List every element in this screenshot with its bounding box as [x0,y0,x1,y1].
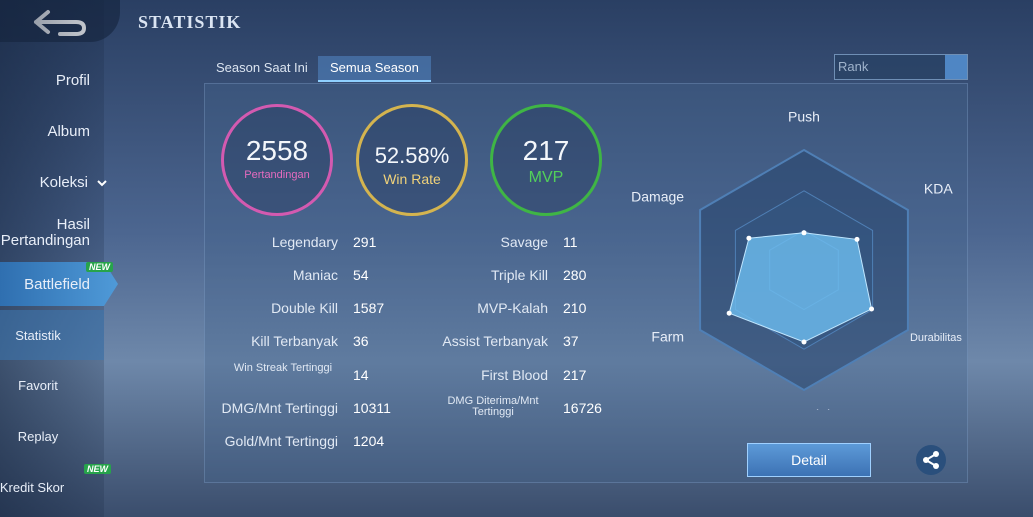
share-button[interactable] [915,444,947,476]
sidebar: Profil Album Koleksi Hasil Pertandingan … [0,0,118,517]
stat-label: MVP-Kalah [477,300,548,316]
radar-axis-label: Damage [631,189,684,205]
dropdown-value: Rank [838,59,869,74]
menu-item[interactable]: Hasil Pertandingan [0,216,90,249]
summary-circle: 217 MVP [490,104,602,216]
summary-label: Win Rate [383,171,441,187]
stat-value: 280 [563,267,587,283]
active-subitem [0,310,104,360]
dropdown-arrow [945,55,967,79]
summary-value: 52.58% [374,143,450,168]
summary-label: MVP [528,169,564,186]
stat-value: 1587 [353,300,385,316]
page-title: STATISTIK [138,12,242,32]
stat-label: Savage [500,234,548,250]
stat-value: 37 [563,333,579,349]
radar-axis-label: Farm [651,329,684,345]
stat-value: 210 [563,300,587,316]
stat-label: Maniac [292,267,338,283]
menu-item[interactable]: Album [47,123,90,140]
stat-label: Assist Terbanyak [442,333,548,349]
radar-point [854,236,860,242]
stat-label: Win Streak Tertinggi [233,362,333,374]
stat-label: Gold/Mnt Tertinggi [224,433,338,449]
submenu-item[interactable]: Statistik [15,328,61,343]
stat-value: 10311 [353,400,391,416]
stat-label: First Blood [481,367,548,383]
stat-label: Double Kill [271,300,338,316]
menu-item[interactable]: Profil [55,72,90,89]
menu-item[interactable]: Battlefield [24,276,90,293]
stat-value: 217 [563,367,587,383]
chevron [97,180,107,187]
new-badge: NEW [86,262,113,272]
summary-label: Pertandingan [244,169,310,181]
stat-value: 16726 [563,400,602,416]
radar-axis-label: KDA [924,181,953,197]
stat-label: DMG/Mnt Tertinggi [221,400,338,416]
radar-axis-label: Durabilitas [910,332,962,344]
stat-label: Kill Terbanyak [251,333,338,349]
stat-value: 54 [353,267,369,283]
stat-label: DMG Diterima/Mnt Tertinggi [447,395,539,418]
stat-label: Triple Kill [490,267,548,283]
submenu-item[interactable]: Kredit Skor [0,480,65,495]
new-badge: NEW [84,464,111,474]
radar-point [801,230,807,236]
radar-point [746,235,752,241]
summary-value: 217 [522,135,570,166]
radar-chart: Push KDA Durabilitas Team Fight Farm Damage [631,110,962,410]
menu-item[interactable]: Koleksi [39,174,88,191]
submenu-item[interactable]: Favorit [18,378,58,393]
stat-value: 291 [353,234,377,250]
radar-point [869,306,875,312]
detail-button[interactable]: Detail [747,443,871,477]
stat-value: 36 [353,333,369,349]
stat-value: 1204 [353,433,385,449]
tab-active[interactable]: Semua Season [318,56,431,82]
tab[interactable]: Season Saat Ini [216,60,308,75]
summary-circle: 52.58% Win Rate [356,104,468,216]
radar-axis-label: Team Fight [769,407,838,410]
radar-point [726,310,732,316]
submenu-item[interactable]: Replay [17,429,59,444]
dropdown[interactable]: Rank [834,54,968,80]
stat-value: 14 [353,367,369,383]
stat-value: 11 [563,234,578,250]
summary-circle: 2558 Pertandingan [221,104,333,216]
radar-axis-label: Push [788,110,820,125]
radar-point [801,339,807,345]
stat-label: Legendary [271,234,338,250]
summary-value: 2558 [245,135,309,166]
